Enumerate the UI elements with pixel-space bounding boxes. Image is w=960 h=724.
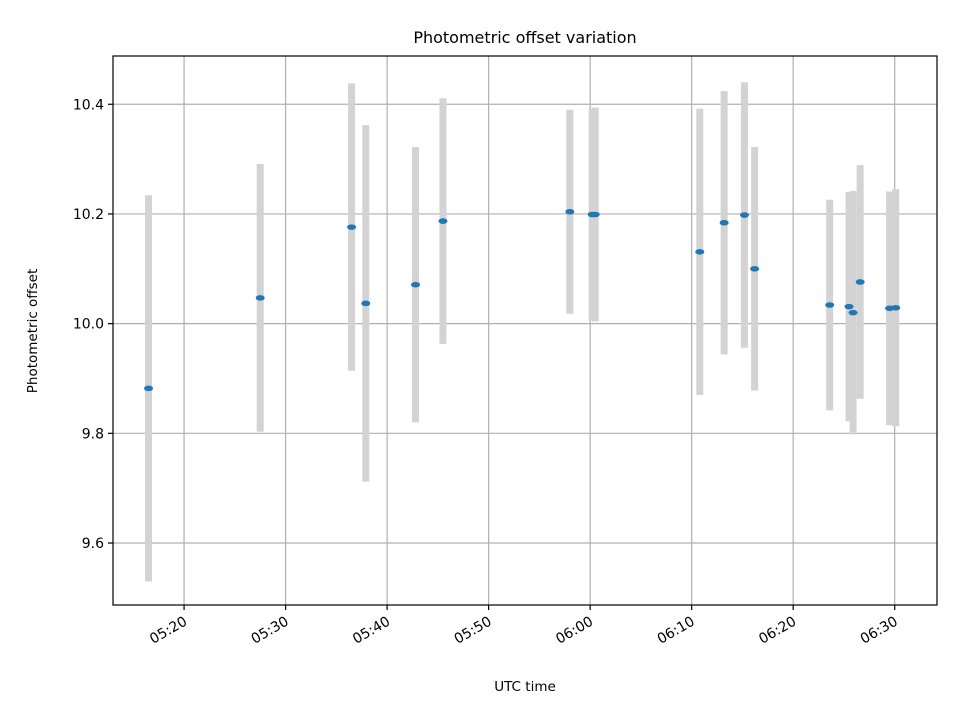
chart-title: Photometric offset variation: [413, 28, 636, 47]
y-tick-label: 9.8: [82, 426, 104, 442]
data-point: [719, 219, 729, 226]
data-point: [144, 385, 154, 392]
y-tick-label: 10.4: [73, 97, 104, 113]
data-point: [361, 300, 371, 307]
data-point: [891, 304, 901, 311]
data-point: [844, 303, 854, 310]
x-axis-label: UTC time: [494, 679, 556, 695]
data-point: [855, 279, 865, 285]
data-point: [848, 309, 858, 316]
plot-area-frame: [112, 55, 938, 606]
data-points: [144, 208, 901, 392]
y-axis-label: Photometric offset: [25, 269, 41, 393]
data-point: [411, 281, 421, 288]
data-point: [347, 224, 357, 230]
data-point: [590, 211, 600, 218]
data-point: [565, 208, 575, 215]
y-tick-label: 10.0: [73, 317, 104, 333]
data-point: [438, 218, 448, 224]
y-tick-label: 9.6: [82, 536, 104, 552]
grid-lines: [113, 56, 937, 605]
y-tick-label: 10.2: [73, 207, 104, 223]
data-point: [695, 248, 705, 255]
data-point: [825, 302, 835, 308]
data-point: [750, 265, 760, 272]
data-point: [255, 295, 265, 301]
data-point: [739, 212, 749, 218]
